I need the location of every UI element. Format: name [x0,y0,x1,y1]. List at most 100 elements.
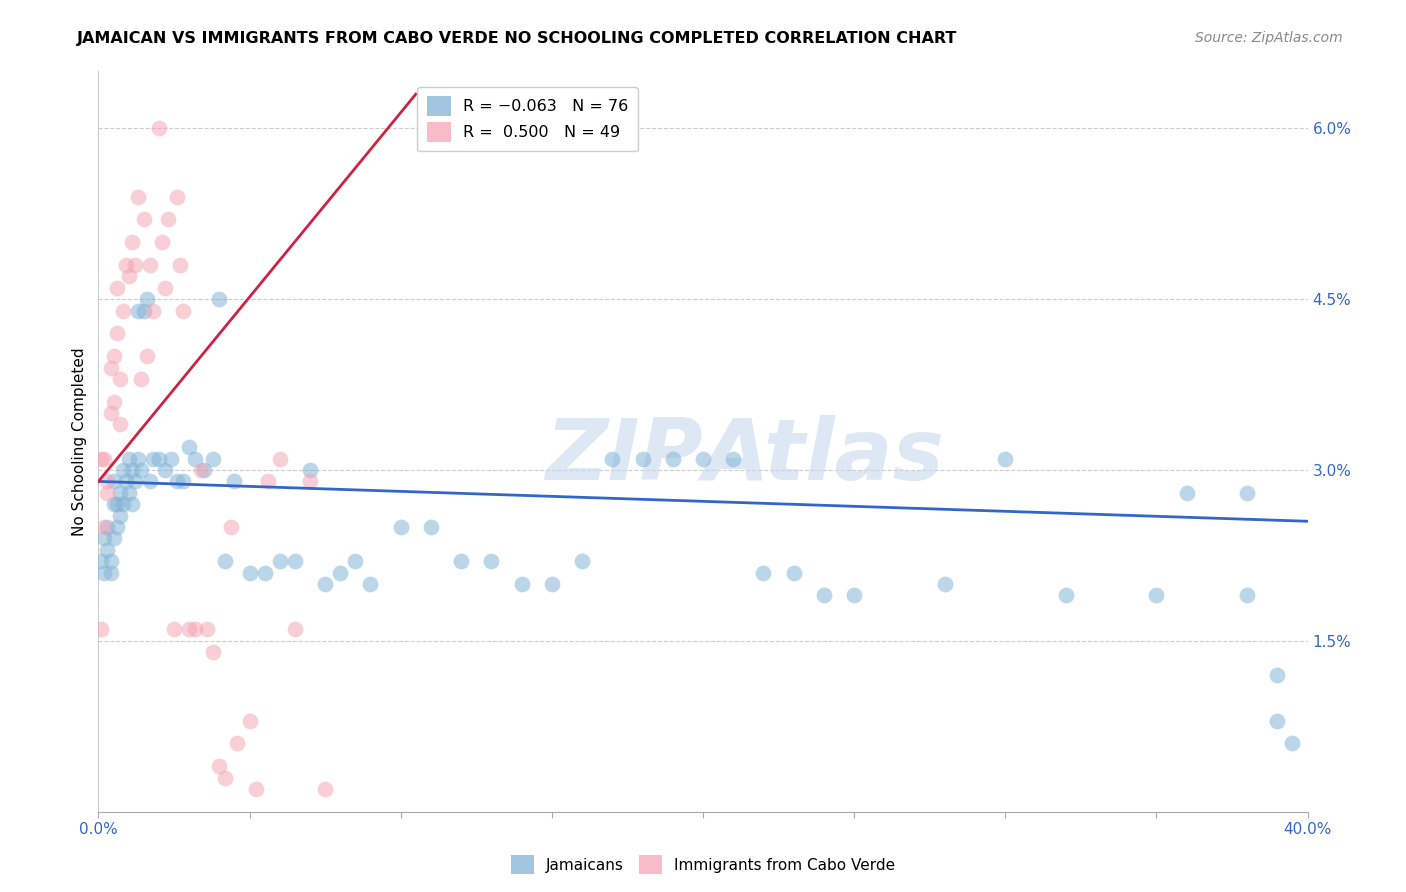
Point [118,485,141,500]
Point [1236,485,1258,500]
Point [105,326,128,341]
Point [163,623,186,637]
Point [299,475,322,489]
Point [93,451,115,466]
Point [329,566,352,580]
Point [602,451,624,466]
Point [132,303,155,318]
Point [184,623,207,637]
Point [96,520,118,534]
Point [127,189,149,203]
Point [214,771,236,785]
Point [193,463,215,477]
Point [105,520,128,534]
Point [96,475,118,489]
Point [90,554,112,568]
Point [118,451,141,466]
Point [195,623,218,637]
Point [153,281,176,295]
Point [360,577,382,591]
Point [253,566,276,580]
Point [269,451,291,466]
Point [108,417,131,432]
Point [132,212,155,227]
Point [450,554,472,568]
Point [93,532,115,546]
Point [184,451,207,466]
Point [172,303,194,318]
Point [90,623,112,637]
Point [208,292,231,306]
Point [813,588,835,602]
Point [1054,588,1077,602]
Point [100,406,122,420]
Point [150,235,173,250]
Point [124,258,146,272]
Point [103,497,125,511]
Point [139,475,162,489]
Point [121,497,143,511]
Point [661,451,683,466]
Point [105,497,128,511]
Point [389,520,412,534]
Point [139,258,162,272]
Point [127,451,149,466]
Point [510,577,533,591]
Point [224,475,246,489]
Point [121,235,143,250]
Legend: Jamaicans, Immigrants from Cabo Verde: Jamaicans, Immigrants from Cabo Verde [505,849,901,880]
Point [723,451,745,466]
Legend: R = −0.063   N = 76, R =  0.500   N = 49: R = −0.063 N = 76, R = 0.500 N = 49 [418,87,638,152]
Point [135,349,157,363]
Point [103,532,125,546]
Point [190,463,212,477]
Point [344,554,367,568]
Point [269,554,291,568]
Point [111,303,134,318]
Point [118,269,141,284]
Point [571,554,593,568]
Point [245,781,267,796]
Point [284,554,307,568]
Point [148,121,170,136]
Point [314,577,336,591]
Point [169,258,191,272]
Point [1175,485,1198,500]
Point [103,394,125,409]
Point [239,566,262,580]
Point [631,451,654,466]
Point [160,451,183,466]
Point [208,759,231,773]
Point [994,451,1017,466]
Point [121,463,143,477]
Point [96,485,118,500]
Point [100,566,122,580]
Point [752,566,775,580]
Point [129,372,152,386]
Point [153,463,176,477]
Point [934,577,956,591]
Text: Atlas: Atlas [703,415,945,498]
Point [100,360,122,375]
Point [105,281,128,295]
Point [103,475,125,489]
Point [148,451,170,466]
Point [1267,714,1289,728]
Point [90,451,112,466]
Point [108,372,131,386]
Point [226,736,249,750]
Text: ZIP: ZIP [546,415,703,498]
Point [179,440,201,454]
Point [239,714,262,728]
Point [1144,588,1167,602]
Point [111,497,134,511]
Point [202,451,225,466]
Point [783,566,806,580]
Point [124,475,146,489]
Point [142,303,165,318]
Point [127,303,149,318]
Point [540,577,562,591]
Point [1281,736,1303,750]
Point [114,258,136,272]
Point [1236,588,1258,602]
